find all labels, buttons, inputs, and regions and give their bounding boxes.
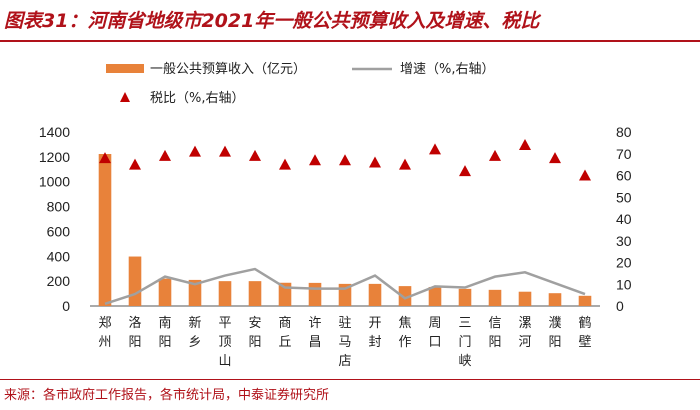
legend-label-tax-ratio: 税比（%,右轴）	[150, 91, 245, 106]
y-right-tick-label: 60	[616, 168, 632, 184]
legend-label-growth: 增速（%,右轴）	[400, 62, 495, 77]
legend-swatch-revenue	[106, 64, 144, 73]
y-right-tick-label: 0	[616, 298, 624, 314]
y-right-tick-label: 70	[616, 146, 632, 162]
category-label: 南阳	[158, 315, 171, 350]
y-left-tick-label: 1000	[39, 174, 70, 190]
category-label: 平顶山	[218, 316, 231, 369]
tax-ratio-marker	[279, 158, 291, 170]
y-left-tick-label: 200	[47, 273, 71, 289]
y-left-tick-label: 800	[47, 199, 71, 215]
bar-revenue	[428, 286, 442, 306]
tax-ratio-marker	[399, 158, 411, 170]
tax-ratio-marker	[339, 154, 351, 166]
y-right-tick-label: 30	[616, 233, 632, 249]
category-label: 郑州	[98, 316, 111, 350]
bar-revenue	[188, 279, 202, 306]
category-label: 焦作	[398, 316, 411, 350]
tax-ratio-marker	[129, 158, 141, 170]
category-label: 濮阳	[548, 316, 561, 350]
legend-swatch-tax-ratio	[120, 92, 130, 102]
category-label: 新乡	[188, 315, 201, 350]
tax-ratio-marker	[369, 156, 381, 168]
source-note: 来源：各市政府工作报告，各市统计局，中泰证券研究所	[4, 388, 330, 403]
bar-revenue	[128, 256, 142, 306]
bar-revenue	[248, 281, 262, 306]
y-left-tick-label: 600	[47, 223, 71, 239]
tax-ratio-marker	[519, 139, 531, 151]
tax-ratio-marker	[159, 149, 171, 161]
y-right-tick-label: 20	[616, 255, 632, 271]
bar-revenue	[98, 153, 112, 306]
bar-revenue	[518, 291, 532, 306]
bar-revenue	[488, 289, 502, 306]
bar-revenue	[458, 288, 472, 306]
bar-revenue	[158, 278, 172, 306]
category-label: 安阳	[248, 316, 261, 350]
y-left-tick-label: 1200	[39, 149, 70, 165]
source-divider	[0, 379, 700, 380]
category-label: 鹤壁	[578, 315, 591, 350]
bar-revenue	[398, 286, 412, 306]
y-right-tick-label: 10	[616, 276, 632, 292]
tax-ratio-marker	[489, 149, 501, 161]
tax-ratio-marker	[249, 149, 261, 161]
y-left-tick-label: 0	[62, 298, 70, 314]
tax-ratio-marker	[459, 165, 471, 177]
chart-title: 图表31：河南省地级市2021年一般公共预算收入及增速、税比	[4, 10, 540, 32]
growth-line	[104, 267, 586, 306]
y-right-tick-label: 50	[616, 189, 632, 205]
y-right-tick-label: 40	[616, 211, 632, 227]
tax-ratio-marker	[579, 169, 591, 181]
bar-revenue	[308, 282, 322, 306]
tax-ratio-marker	[219, 145, 231, 157]
y-right-tick-label: 80	[616, 124, 632, 140]
bar-revenue	[578, 295, 592, 306]
category-label: 三门峡	[458, 316, 471, 369]
bar-revenue	[548, 293, 562, 306]
chart: 一般公共预算收入（亿元） 增速（%,右轴） 税比（%,右轴） 020040060…	[39, 61, 632, 369]
category-label: 周口	[428, 316, 441, 350]
category-label: 漯河	[518, 316, 531, 350]
y-left-tick-label: 400	[47, 248, 71, 264]
tax-ratio-marker	[189, 145, 201, 157]
tax-ratio-marker	[99, 152, 111, 164]
category-label: 商丘	[278, 316, 291, 350]
legend-label-revenue: 一般公共预算收入（亿元）	[150, 61, 306, 77]
tax-ratio-marker	[309, 154, 321, 166]
category-label: 许昌	[308, 316, 321, 350]
y-left-tick-label: 1400	[39, 124, 70, 140]
category-label: 洛阳	[128, 316, 141, 350]
bar-revenue	[218, 281, 232, 306]
tax-ratio-marker	[549, 152, 561, 164]
category-label: 信阳	[488, 316, 501, 350]
title-divider	[0, 40, 700, 42]
category-label: 开封	[368, 316, 381, 350]
tax-ratio-marker	[429, 143, 441, 155]
category-label: 驻马店	[338, 316, 351, 369]
bar-revenue	[368, 283, 382, 306]
